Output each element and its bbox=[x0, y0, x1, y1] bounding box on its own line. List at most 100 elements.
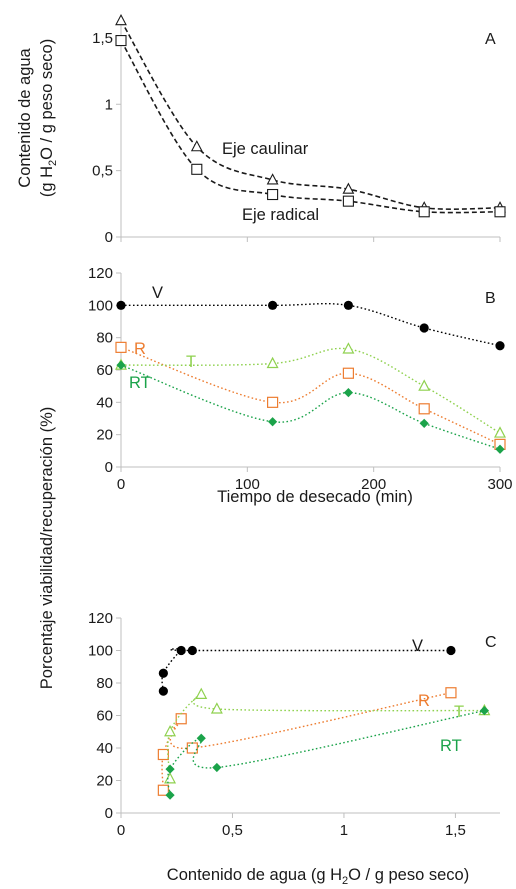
panel-c-x-tick-label: 0,5 bbox=[222, 822, 243, 839]
panel-c-y-tick-label: 100 bbox=[88, 643, 113, 660]
panel-c-data-point-r bbox=[175, 713, 187, 725]
panel-a-data-point-eje-radical bbox=[418, 206, 430, 218]
panel-c-x-tick-label: 1,5 bbox=[445, 822, 466, 839]
panel-c-x-title-part: O / g peso seco) bbox=[348, 866, 469, 884]
panel-b-data-point-t bbox=[342, 342, 355, 354]
panel-a-y-title-line1: Contenido de agua bbox=[16, 47, 34, 187]
panel-c-data-point-rt bbox=[212, 762, 222, 773]
panel-a-plot-layer bbox=[115, 13, 506, 242]
panel-b-data-point-rt bbox=[495, 444, 505, 454]
panel-c-series-line-rt bbox=[167, 709, 485, 796]
panel-c-data-point-t bbox=[164, 724, 177, 737]
panel-a-series-line-eje-radical bbox=[120, 40, 501, 214]
panel-c-data-point-rt bbox=[196, 733, 206, 743]
panel-c-data-point-t bbox=[164, 772, 177, 784]
panel-a-chart: A Eje caulinar Eje radical Contenido de … bbox=[16, 13, 506, 246]
panel-b-data-point-rt bbox=[268, 417, 278, 427]
panel-b-series-line-r bbox=[120, 346, 501, 446]
panel-c-series-label-t: T bbox=[454, 703, 464, 721]
panel-c-data-point-t bbox=[195, 687, 208, 699]
panel-a-y-title-part: O / g peso seco) bbox=[38, 39, 56, 160]
panel-c-x-tick-label: 1 bbox=[340, 822, 348, 839]
panel-a-y-title-subscript: 2 bbox=[47, 160, 59, 166]
panel-c-chart: C V R T RT Contenido de agua (g H2O / g … bbox=[88, 610, 500, 887]
panel-b-data-point-v bbox=[116, 300, 126, 310]
panel-a-series-label-eje-caulinar: Eje caulinar bbox=[222, 140, 309, 158]
panel-c-data-point-rt bbox=[165, 790, 175, 800]
panel-c-data-point-rt bbox=[479, 706, 489, 716]
panel-c-letter: C bbox=[485, 634, 497, 651]
panel-a-data-point-eje-radical bbox=[342, 195, 354, 207]
panel-a-y-axis-title-units: (g H2O / g peso seco) bbox=[38, 39, 59, 197]
panel-a-y-tick-label: 1,5 bbox=[92, 30, 113, 47]
panel-b-y-tick-label: 120 bbox=[88, 265, 113, 282]
panel-b-letter: B bbox=[485, 290, 496, 307]
panel-b-data-point-rt bbox=[116, 360, 126, 370]
panel-c-series-label-rt: RT bbox=[440, 737, 462, 755]
panel-b-data-point-r bbox=[115, 341, 127, 353]
panel-c-series-label-r: R bbox=[418, 692, 430, 710]
panel-c-series-label-v: V bbox=[412, 637, 423, 655]
panel-b-data-point-r bbox=[418, 403, 430, 415]
panel-c-data-point-rt bbox=[165, 764, 175, 774]
panel-a-data-point-eje-radical bbox=[191, 163, 203, 175]
panel-a-y-tick-label: 0 bbox=[105, 229, 113, 246]
panel-b-x-tick-label: 300 bbox=[487, 476, 512, 493]
panel-c-data-point-r bbox=[157, 784, 169, 796]
panel-c-x-axis-title: Contenido de agua (g H2O / g peso seco) bbox=[167, 866, 469, 887]
panel-b-data-point-r bbox=[267, 396, 279, 408]
panel-b-data-point-rt bbox=[419, 418, 429, 428]
panel-a-series-label-eje-radical: Eje radical bbox=[242, 206, 319, 224]
panel-c-y-tick-label: 0 bbox=[105, 805, 113, 822]
panel-c-y-tick-label: 60 bbox=[96, 708, 113, 725]
panel-c-data-point-r bbox=[157, 748, 169, 761]
panel-b-y-tick-label: 0 bbox=[105, 459, 113, 476]
panel-c-y-tick-label: 20 bbox=[96, 773, 113, 790]
panel-b-series-line-v bbox=[120, 302, 501, 347]
panel-b-data-point-r bbox=[342, 367, 354, 379]
panel-b-data-point-v bbox=[343, 300, 353, 310]
panel-c-data-point-v bbox=[158, 668, 168, 678]
panel-b-series-line-t bbox=[120, 347, 501, 434]
panel-b-chart: B V R T RT Tiempo de desecado (min) Porc… bbox=[38, 265, 513, 689]
panel-b-plot-layer bbox=[115, 272, 506, 472]
panel-c-y-tick-label: 120 bbox=[88, 610, 113, 627]
panel-c-x-title-subscript: 2 bbox=[342, 875, 348, 887]
panel-b-data-point-v bbox=[419, 323, 429, 333]
panel-c-data-point-r bbox=[186, 742, 198, 754]
panel-a-data-point-eje-radical bbox=[115, 35, 127, 47]
panel-c-data-point-r bbox=[445, 687, 457, 699]
panel-c-data-point-v bbox=[187, 645, 197, 656]
panel-b-data-point-v bbox=[268, 300, 278, 310]
panel-c-data-point-v bbox=[176, 645, 186, 656]
panel-c-data-point-t bbox=[210, 702, 223, 714]
panel-b-y-tick-label: 80 bbox=[96, 330, 113, 347]
panel-a-data-point-eje-radical bbox=[494, 206, 506, 218]
panel-a-letter: A bbox=[485, 31, 496, 48]
panel-a-y-axis-title: Contenido de agua bbox=[16, 47, 34, 187]
panel-c-y-tick-label: 80 bbox=[96, 675, 113, 692]
panel-a-data-point-eje-radical bbox=[267, 188, 279, 201]
panel-c-plot-layer bbox=[116, 617, 491, 818]
panel-a-data-point-eje-caulinar bbox=[342, 182, 355, 194]
panel-b-x-axis-title: Tiempo de desecado (min) bbox=[217, 488, 413, 506]
panel-b-x-tick-label: 0 bbox=[117, 476, 125, 493]
panel-b-series-label-v: V bbox=[152, 284, 163, 302]
panel-b-series-label-r: R bbox=[134, 340, 146, 358]
shared-y-axis-title: Porcentaje viabilidad/recuperación (%) bbox=[38, 407, 56, 689]
panel-c-x-title-part: Contenido de agua (g H bbox=[167, 866, 342, 884]
panel-b-data-point-v bbox=[495, 341, 505, 351]
panel-b-data-point-t bbox=[494, 426, 506, 438]
panel-b-data-point-rt bbox=[343, 388, 353, 398]
panel-b-data-point-t bbox=[418, 379, 431, 391]
panel-b-y-tick-label: 100 bbox=[88, 297, 113, 314]
panel-b-x-tick-label: 100 bbox=[235, 476, 260, 493]
panel-c-data-point-v bbox=[446, 645, 456, 656]
panel-b-data-point-t bbox=[266, 356, 279, 369]
panel-b-y-tick-label: 20 bbox=[96, 427, 113, 444]
panel-a-data-point-eje-caulinar bbox=[190, 140, 203, 152]
panel-b-y-tick-label: 60 bbox=[96, 362, 113, 379]
panel-b-series-line-rt bbox=[120, 364, 501, 450]
panel-a-data-point-eje-caulinar bbox=[115, 13, 127, 26]
